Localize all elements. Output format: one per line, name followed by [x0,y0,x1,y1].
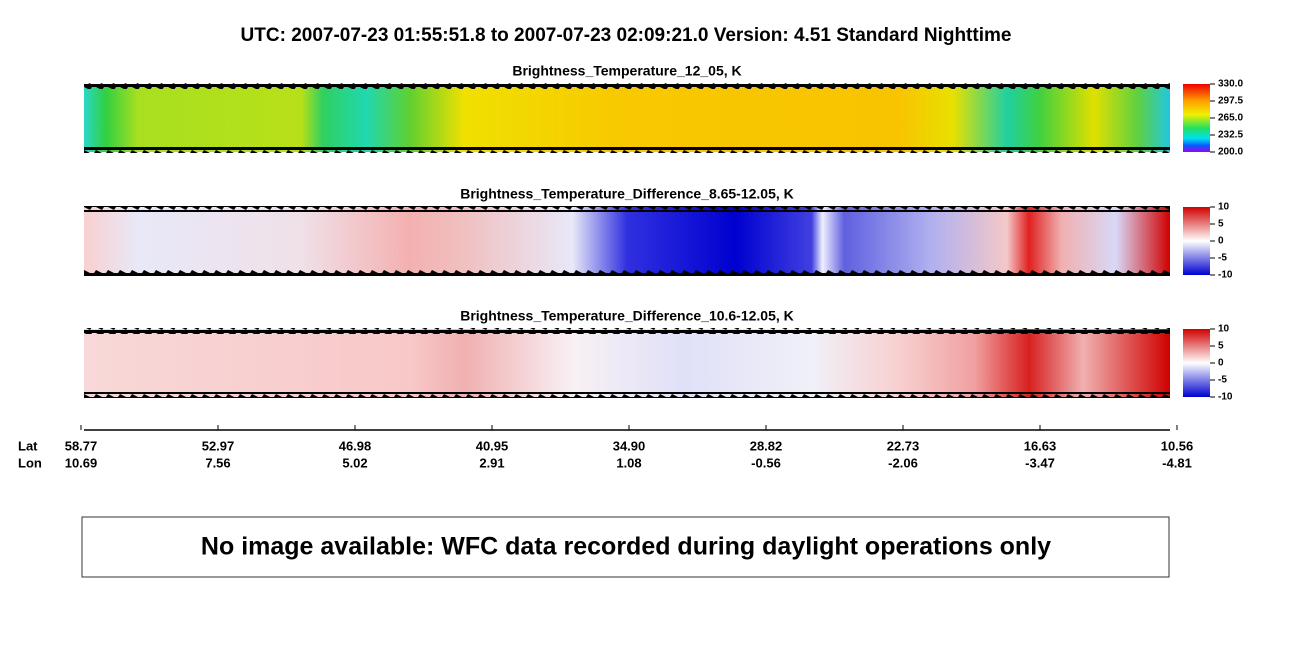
panel-title: Brightness_Temperature_Difference_8.65-1… [460,186,794,202]
colorbar-label: 5 [1218,341,1224,352]
lon-label: 7.56 [205,455,230,470]
colorbar-label: -5 [1218,253,1227,264]
lat-label: 52.97 [202,438,235,453]
lon-label: -2.06 [888,455,918,470]
image-strip [84,207,1170,275]
colorbar-label: 5 [1218,219,1224,230]
message-box [81,516,1170,578]
colorbar [1183,329,1210,397]
colorbar-label: 265.0 [1218,113,1243,124]
lat-label: 16.63 [1024,438,1057,453]
colorbar-label: -5 [1218,375,1227,386]
panel-title: Brightness_Temperature_Difference_10.6-1… [460,308,794,324]
image-strip [84,329,1170,397]
lat-label: 10.56 [1161,438,1194,453]
strip-edge [84,206,1170,212]
colorbar-label: 200.0 [1218,147,1243,158]
colorbar-label: 0 [1218,358,1224,369]
colorbar [1183,207,1210,275]
colorbar-label: 232.5 [1218,130,1243,141]
message: No image available: WFC data recorded du… [201,533,1051,561]
strip-edge [84,83,1170,89]
lon-label: -3.47 [1025,455,1055,470]
lon-label: 5.02 [342,455,367,470]
lat-label: 46.98 [339,438,372,453]
lat-label: 40.95 [476,438,509,453]
colorbar-label: -10 [1218,270,1233,281]
lon-label: 10.69 [65,455,98,470]
strip-edge [84,147,1170,153]
lat-label: 22.73 [887,438,920,453]
colorbar-label: 10 [1218,202,1230,213]
strip-edge [84,270,1170,276]
colorbar-label: 0 [1218,236,1224,247]
panel-title: Brightness_Temperature_12_05, K [512,63,741,79]
colorbar-label: -10 [1218,392,1233,403]
lat-label: 58.77 [65,438,98,453]
image-strip [84,84,1170,152]
colorbar [1183,84,1210,152]
colorbar-label: 330.0 [1218,79,1243,90]
strip-edge [84,392,1170,398]
lon-label: 1.08 [616,455,641,470]
axis-label: Lat [18,438,38,453]
lat-label: 34.90 [613,438,646,453]
lat-label: 28.82 [750,438,783,453]
title: UTC: 2007-07-23 01:55:51.8 to 2007-07-23… [241,25,1012,46]
strip-edge [84,328,1170,334]
lon-label: 2.91 [479,455,504,470]
colorbar-label: 10 [1218,324,1230,335]
colorbar-label: 297.5 [1218,96,1243,107]
lon-label: -0.56 [751,455,781,470]
axis-label: Lon [18,455,42,470]
lon-label: -4.81 [1162,455,1192,470]
